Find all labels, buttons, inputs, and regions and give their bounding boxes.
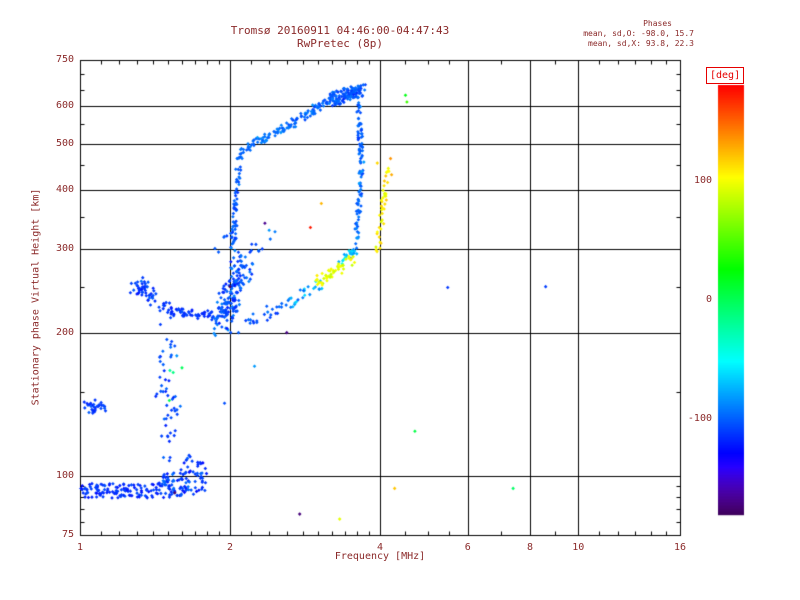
- x-tick-label: 2: [226, 542, 234, 553]
- y-tick-label: 400: [55, 183, 74, 195]
- y-tick-label: 600: [55, 100, 74, 112]
- chart-title: Tromsø 20160911 04:46:00-04:47:43: [230, 24, 450, 37]
- phases-stats-block: Phases mean, sd,O: -98.0, 15.7 mean, sd,…: [566, 19, 694, 49]
- x-tick-label: 10: [572, 542, 585, 553]
- x-tick-label: 8: [526, 542, 534, 553]
- y-tick-label: 100: [55, 469, 74, 481]
- colorbar-tick-label: 0: [705, 294, 712, 305]
- y-tick-label: 750: [55, 54, 74, 65]
- x-tick-label: 1: [76, 542, 84, 553]
- y-tick-label: 300: [55, 243, 74, 255]
- y-tick-label: 200: [55, 326, 74, 338]
- x-tick-label: 16: [673, 542, 687, 553]
- colorbar-tick-label: -100: [687, 413, 712, 425]
- colorbar-tick-label: 100: [693, 174, 712, 186]
- chart-subtitle: RwPretec (8p): [296, 37, 384, 50]
- x-axis-label: Frequency [MHz]: [334, 551, 426, 562]
- phases-label: Phases: [643, 19, 672, 28]
- phases-mean-sd-o: mean, sd,O: -98.0, 15.7: [583, 29, 694, 38]
- colorbar-unit-label: [deg]: [706, 67, 745, 84]
- y-tick-label: 500: [55, 137, 74, 149]
- phases-mean-sd-x: mean, sd,X: 93.8, 22.3: [588, 39, 694, 48]
- x-tick-label: 4: [376, 542, 384, 553]
- y-tick-label: 75: [61, 529, 74, 540]
- x-tick-label: 6: [464, 542, 471, 553]
- y-axis-label: Stationary phase Virtual Height [km]: [30, 188, 42, 406]
